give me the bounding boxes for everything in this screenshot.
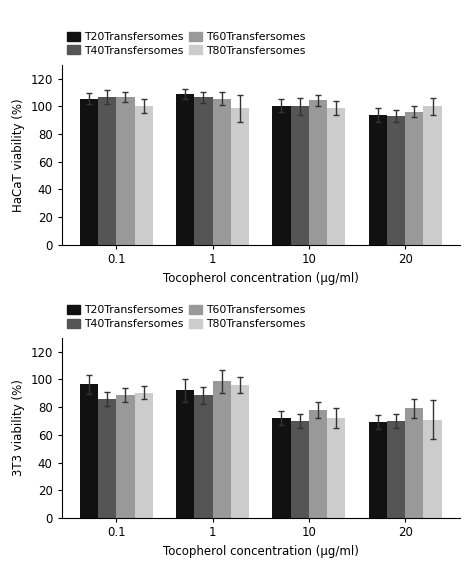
Y-axis label: HaCaT viability (%): HaCaT viability (%)	[12, 98, 25, 212]
Bar	[231, 385, 249, 518]
Bar	[116, 395, 135, 518]
Bar	[135, 106, 153, 245]
Bar	[423, 419, 442, 518]
Bar	[176, 391, 194, 518]
X-axis label: Tocopherol concentration (µg/ml): Tocopherol concentration (µg/ml)	[163, 545, 359, 558]
Bar	[194, 395, 212, 518]
Bar	[291, 421, 309, 518]
Legend: T20Transfersomes, T40Transfersomes, T60Transfersomes, T80Transfersomes: T20Transfersomes, T40Transfersomes, T60T…	[67, 32, 306, 56]
Bar	[80, 99, 98, 245]
Bar	[387, 116, 405, 245]
Bar	[368, 422, 387, 518]
Bar	[135, 392, 153, 518]
Bar	[98, 399, 116, 518]
Bar	[309, 100, 327, 245]
Bar	[309, 410, 327, 518]
Bar	[387, 421, 405, 518]
X-axis label: Tocopherol concentration (µg/ml): Tocopherol concentration (µg/ml)	[163, 272, 359, 285]
Bar	[231, 109, 249, 245]
Bar	[368, 115, 387, 245]
Bar	[327, 109, 346, 245]
Bar	[194, 97, 212, 245]
Bar	[212, 99, 231, 245]
Bar	[423, 106, 442, 245]
Bar	[176, 94, 194, 245]
Bar	[98, 97, 116, 245]
Bar	[291, 106, 309, 245]
Bar	[405, 409, 423, 518]
Bar	[272, 418, 291, 518]
Bar	[405, 112, 423, 245]
Y-axis label: 3T3 viability (%): 3T3 viability (%)	[12, 379, 25, 476]
Legend: T20Transfersomes, T40Transfersomes, T60Transfersomes, T80Transfersomes: T20Transfersomes, T40Transfersomes, T60T…	[67, 305, 306, 329]
Bar	[80, 384, 98, 518]
Bar	[327, 418, 346, 518]
Bar	[272, 106, 291, 245]
Bar	[116, 97, 135, 245]
Bar	[212, 382, 231, 518]
